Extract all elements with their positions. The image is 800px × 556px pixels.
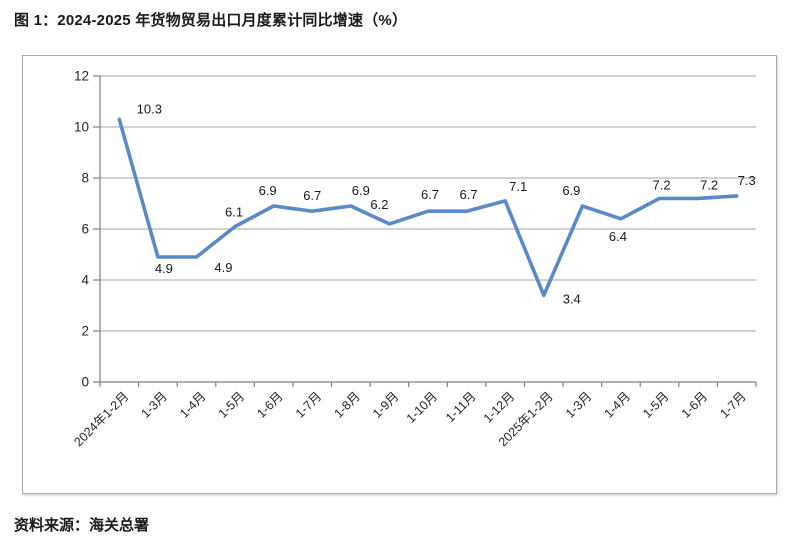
data-point-label: 6.7 bbox=[421, 187, 439, 202]
data-point-label: 7.2 bbox=[652, 177, 670, 192]
data-point-label: 3.4 bbox=[563, 291, 581, 306]
data-point-label: 7.1 bbox=[509, 179, 527, 194]
y-tick-label: 4 bbox=[81, 273, 89, 288]
x-tick-label: 1-4月 bbox=[602, 389, 634, 421]
figure-title: 图 1：2024-2025 年货物贸易出口月度累计同比增速（%） bbox=[14, 12, 408, 29]
x-tick-label: 1-8月 bbox=[331, 389, 363, 421]
x-tick-label: 1-3月 bbox=[563, 389, 595, 421]
y-tick-label: 12 bbox=[74, 69, 89, 84]
y-tick-label: 10 bbox=[74, 120, 89, 135]
x-tick-label: 1-6月 bbox=[254, 389, 286, 421]
x-tick-label: 2024年1-2月 bbox=[71, 389, 131, 449]
data-point-label: 4.9 bbox=[155, 261, 173, 276]
x-tick-label: 1-5月 bbox=[216, 389, 248, 421]
data-point-label: 10.3 bbox=[137, 101, 162, 116]
y-tick-label: 2 bbox=[81, 324, 89, 339]
data-point-label: 6.2 bbox=[370, 197, 388, 212]
data-point-label: 6.9 bbox=[562, 183, 580, 198]
data-point-label: 6.9 bbox=[259, 183, 277, 198]
x-tick-label: 1-7月 bbox=[293, 389, 325, 421]
x-tick-label: 1-5月 bbox=[640, 389, 672, 421]
x-tick-label: 1-3月 bbox=[138, 389, 170, 421]
y-tick-label: 6 bbox=[81, 222, 89, 237]
data-point-label: 7.2 bbox=[700, 177, 718, 192]
data-series-line bbox=[117, 117, 739, 298]
data-point-label: 6.9 bbox=[352, 183, 370, 198]
data-point-label: 4.9 bbox=[214, 260, 232, 275]
x-tick-label: 1-11月 bbox=[443, 389, 479, 425]
x-tick-label: 1-12月 bbox=[481, 389, 517, 425]
data-point-label: 6.1 bbox=[225, 204, 243, 219]
data-point-label: 7.3 bbox=[738, 173, 756, 188]
y-tick-label: 8 bbox=[81, 171, 89, 186]
y-tick-label: 0 bbox=[81, 375, 89, 390]
chart-container: 0 2 4 6 8 10 12 2024年1-2月 1-3月 1-4月 1-5月 1-6月 1-7月 1-… bbox=[22, 55, 777, 494]
x-tick-label: 1-10月 bbox=[404, 389, 440, 425]
data-point-label: 6.7 bbox=[303, 188, 321, 203]
data-point-label: 6.7 bbox=[460, 187, 478, 202]
x-tick-label: 1-6月 bbox=[679, 389, 711, 421]
data-point-label: 6.4 bbox=[609, 229, 627, 244]
x-tick-label: 1-7月 bbox=[717, 389, 749, 421]
figure-source: 资料来源：海关总署 bbox=[14, 517, 150, 534]
x-tick-label: 1-9月 bbox=[370, 389, 402, 421]
x-tick-label: 1-4月 bbox=[177, 389, 209, 421]
